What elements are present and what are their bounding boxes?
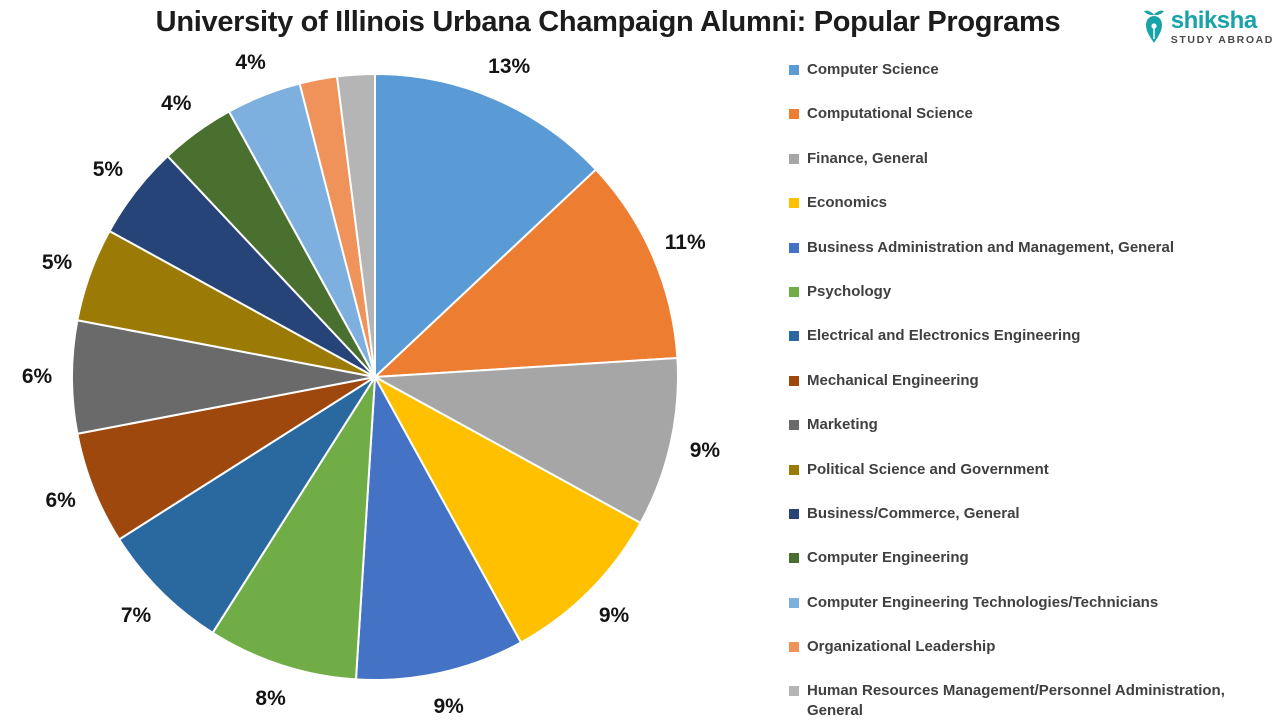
brand-tagline: STUDY ABROAD [1170, 34, 1274, 46]
chart-title: University of Illinois Urbana Champaign … [155, 6, 1061, 38]
slice-value-label: 5% [92, 157, 124, 181]
pie-slice [354, 376, 522, 681]
legend-label: Political Science and Government [807, 460, 1049, 478]
legend-swatch [789, 153, 799, 164]
slice-value-label: 8% [255, 686, 286, 710]
brand-logo: shiksha STUDY ABROAD [1141, 9, 1274, 46]
legend-label: Psychology [807, 282, 892, 300]
legend-swatch [789, 686, 799, 697]
pie-slice [336, 73, 376, 378]
legend-label: Finance, General [807, 149, 928, 167]
pie-slice [374, 168, 679, 378]
legend-item: Business/Commerce, General [789, 500, 1267, 544]
legend-item: Computer Science [789, 56, 1267, 100]
legend-label: Business/Commerce, General [807, 504, 1020, 522]
pie-slice [374, 356, 679, 524]
legend-label: Economics [807, 194, 888, 212]
legend-swatch [789, 420, 799, 431]
legend-swatch [789, 198, 799, 209]
legend-swatch [789, 331, 799, 342]
legend-label: Computer Engineering Technologies/Techni… [807, 593, 1159, 611]
legend-swatch [789, 597, 799, 608]
pie-slice [118, 376, 376, 634]
legend-label: Electrical and Electronics Engineering [807, 327, 1081, 345]
legend-item: Psychology [789, 278, 1267, 322]
legend-swatch [789, 464, 799, 475]
slice-value-label: 11% [664, 230, 706, 254]
pie-chart: 13% 11% 9% 9% 9% 8% 7% 6% 6% 5% 5% 4% 4% [21, 50, 721, 718]
legend-item: Business Administration and Management, … [789, 234, 1267, 278]
slice-value-label: 13% [488, 54, 531, 78]
legend: Computer Science Computational Science Fin… [789, 56, 1267, 720]
slice-value-label: 7% [120, 604, 152, 627]
legend-item: Human Resources Management/Personnel Adm… [789, 677, 1267, 720]
brand-text: shiksha STUDY ABROAD [1171, 9, 1274, 46]
legend-item: Economics [789, 189, 1267, 233]
legend-label: Computational Science [807, 105, 973, 123]
pie-svg [71, 73, 679, 681]
pie-slice [211, 376, 376, 681]
slice-value-label: 4% [161, 91, 192, 115]
legend-item: Political Science and Government [789, 456, 1267, 500]
legend-label: Marketing [807, 416, 878, 434]
legend-item: Organizational Leadership [789, 633, 1267, 677]
slice-value-label: 6% [45, 489, 76, 513]
slice-value-label: 9% [689, 438, 721, 462]
slice-value-label: 5% [41, 250, 73, 274]
legend-swatch [789, 553, 799, 564]
brand-name: shiksha [1170, 7, 1257, 34]
legend-swatch [789, 286, 799, 297]
legend-item: Computer Engineering Technologies/Techni… [789, 589, 1267, 633]
legend-label: Mechanical Engineering [807, 371, 979, 389]
legend-label: Computer Science [807, 61, 939, 78]
legend-label: Computer Engineering [807, 549, 969, 567]
pen-nib-icon [1143, 10, 1164, 43]
slice-value-label: 9% [433, 694, 464, 718]
legend-swatch [789, 242, 799, 253]
legend-item: Computer Engineering [789, 544, 1267, 588]
slice-value-label: 6% [21, 365, 53, 388]
legend-swatch [789, 642, 799, 653]
legend-label: Business Administration and Management, … [807, 238, 1175, 256]
legend-swatch [789, 375, 799, 386]
legend-item: Finance, General [789, 145, 1267, 189]
legend-swatch [789, 109, 799, 120]
legend-item: Marketing [789, 411, 1267, 455]
legend-item: Electrical and Electronics Engineering [789, 322, 1267, 366]
legend-label: Human Resources Management/Personnel Adm… [807, 682, 1225, 720]
legend-swatch [789, 508, 799, 519]
legend-swatch [789, 65, 799, 75]
slice-value-label: 4% [235, 50, 266, 74]
slice-value-label: 9% [598, 604, 630, 627]
pie-slice [374, 73, 597, 378]
pie-slice [374, 376, 642, 644]
legend-label: Organizational Leadership [807, 638, 996, 656]
legend-item: Mechanical Engineering [789, 367, 1267, 411]
legend-item: Computational Science [789, 100, 1267, 144]
